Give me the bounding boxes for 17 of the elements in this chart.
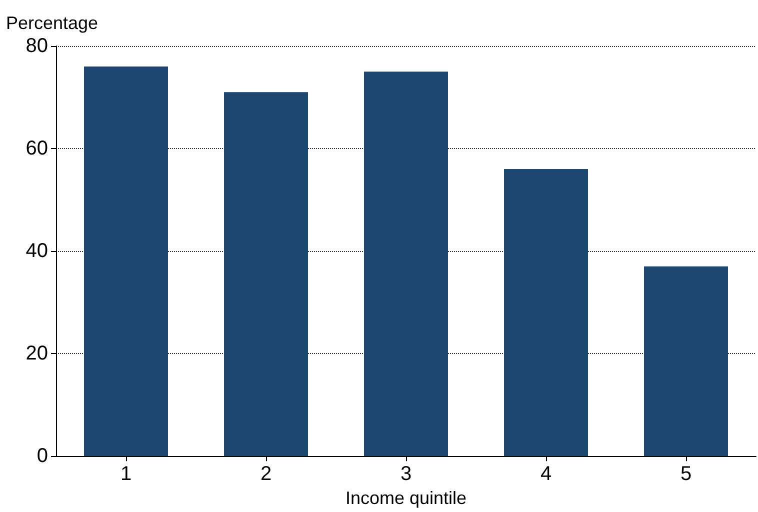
x-tick-label: 5 [680, 463, 692, 486]
y-tick-label: 0 [36, 445, 48, 468]
y-tick-label: 60 [26, 138, 48, 160]
bar [84, 66, 168, 456]
x-axis-title: Income quintile [345, 488, 467, 508]
bar [364, 72, 448, 456]
bar [224, 92, 308, 456]
y-tick-label: 20 [26, 342, 48, 365]
x-tick-label: 4 [540, 463, 552, 486]
bar [644, 266, 728, 456]
x-tick-label: 2 [260, 463, 272, 486]
y-tick-label: 40 [26, 240, 48, 262]
x-tick-label: 1 [120, 463, 132, 486]
bar [504, 169, 588, 456]
y-tick-label: 80 [26, 35, 48, 57]
y-axis-title: Percentage [6, 13, 98, 33]
x-tick-label: 3 [400, 463, 412, 486]
